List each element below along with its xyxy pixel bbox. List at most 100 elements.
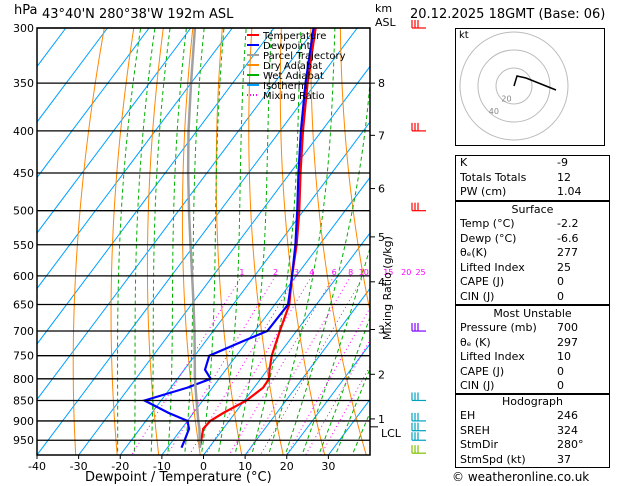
mixing-ratio-label: 15 bbox=[383, 268, 393, 277]
mu-row: Pressure (mb) 700 bbox=[460, 321, 578, 334]
x-tick-label: 10 bbox=[238, 460, 252, 473]
x-tick-label: 0 bbox=[200, 460, 207, 473]
hodo-ring bbox=[477, 49, 551, 123]
isotherm-line bbox=[244, 287, 370, 455]
dry-adiabat-line bbox=[215, 28, 243, 455]
index-value: -9 bbox=[557, 156, 568, 169]
legend-label: Dewpoint bbox=[263, 41, 311, 52]
pressure-tick-label: 650 bbox=[13, 299, 34, 312]
mixing-ratio-line bbox=[246, 275, 352, 455]
axes: 1 2 3 4 6 8 10 15 20 2530035040045050055060065070… bbox=[13, 22, 426, 473]
mixing-ratio-line bbox=[320, 365, 370, 455]
mixing-ratio-label: 10 bbox=[359, 268, 369, 277]
mixing-ratio-axis-label: Mixing Ratio (g/kg) bbox=[381, 236, 394, 340]
wet-adiabat-line bbox=[117, 28, 142, 455]
copyright-footer: © weatheronline.co.uk bbox=[452, 470, 590, 484]
mixing-ratio-label: 3 bbox=[294, 268, 299, 277]
index-row: Totals Totals 12 bbox=[456, 171, 609, 186]
wet-adiabat-line bbox=[133, 28, 156, 455]
mixing-ratio-line bbox=[228, 275, 335, 455]
datetime-title: 20.12.2025 18GMT (Base: 06) bbox=[410, 7, 606, 22]
legend-label: Temperature bbox=[262, 31, 326, 42]
legend-label: Isotherm bbox=[263, 81, 307, 92]
location-title: 43°40'N 280°38'W 192m ASL bbox=[42, 7, 234, 22]
mu-row: CIN (J) 0 bbox=[460, 379, 564, 392]
isotherm-line bbox=[119, 121, 370, 455]
index-row: PW (cm) 1.04 bbox=[456, 185, 609, 200]
isotherm-line bbox=[161, 176, 370, 455]
km-tick-label: 7 bbox=[378, 129, 385, 142]
km-unit: km bbox=[375, 2, 393, 15]
surface-table: Surface Temp (°C) -2.2 Dewp (°C) -6.6 θₑ(K… bbox=[455, 201, 610, 305]
dry-adiabat-line bbox=[72, 28, 105, 455]
hodograph-panel: kt bbox=[455, 28, 605, 146]
isotherm-line bbox=[203, 232, 370, 455]
km-tick-label: 1 bbox=[378, 413, 385, 426]
mixing-ratio-line bbox=[286, 306, 370, 455]
index-row: K -9 bbox=[456, 156, 609, 171]
x-tick-label: 30 bbox=[321, 460, 335, 473]
wind-barbs bbox=[411, 20, 426, 454]
index-label: Totals Totals bbox=[460, 170, 527, 184]
most-unstable-title: Most Unstable bbox=[493, 307, 572, 320]
isotherm-line bbox=[37, 28, 108, 123]
surface-row: Lifted Index 25 bbox=[460, 260, 571, 274]
x-tick-label: 20 bbox=[280, 460, 294, 473]
index-label: K bbox=[460, 156, 468, 169]
mixing-ratio-label: 8 bbox=[348, 268, 353, 277]
isotherm-line bbox=[37, 28, 192, 234]
mu-row: θₑ (K) 297 bbox=[460, 335, 578, 349]
mu-row: Lifted Index 10 bbox=[460, 350, 571, 363]
pressure-tick-label: 350 bbox=[13, 77, 34, 90]
dry-adiabat-line bbox=[146, 28, 164, 455]
km-tick-label: 5 bbox=[378, 231, 385, 244]
km-tick-label: 4 bbox=[378, 276, 385, 289]
hodo-row: SREH 324 bbox=[460, 423, 578, 437]
pressure-tick-label: 600 bbox=[13, 270, 34, 283]
pressure-tick-label: 450 bbox=[13, 167, 34, 180]
x-tick-label: -40 bbox=[28, 460, 46, 473]
surface-row: CIN (J) 0 bbox=[460, 289, 564, 303]
pressure-tick-label: 850 bbox=[13, 394, 34, 407]
isotherm-line bbox=[37, 28, 150, 179]
hodo-ring-label: 40 bbox=[489, 107, 499, 116]
index-label: PW (cm) bbox=[460, 185, 507, 198]
km-tick-label: 3 bbox=[378, 323, 385, 336]
km-tick-label: 6 bbox=[378, 183, 385, 196]
pressure-tick-label: 950 bbox=[13, 434, 34, 447]
hodo-row: StmDir 280° bbox=[460, 438, 584, 451]
isotherm-line bbox=[286, 343, 370, 455]
pressure-tick-label: 300 bbox=[13, 22, 34, 35]
hodo-row: StmSpd (kt) 37 bbox=[460, 452, 571, 466]
mixing-ratio-label: 2 bbox=[273, 268, 278, 277]
mixing-ratio-label: 1 bbox=[239, 268, 244, 277]
legend-label: Wet Adiabat bbox=[263, 71, 324, 82]
hodo-ring-label: 20 bbox=[501, 95, 511, 104]
pressure-unit: hPa bbox=[14, 3, 38, 18]
surface-row: θₑ(K) 277 bbox=[460, 246, 578, 259]
pressure-tick-label: 400 bbox=[13, 125, 34, 138]
mixing-ratio-label: 20 bbox=[401, 268, 411, 277]
isotherm-line bbox=[37, 28, 275, 345]
mixing-ratio-label: 25 bbox=[415, 268, 425, 277]
legend-label: Parcel Trajectory bbox=[263, 51, 346, 62]
index-value: 12 bbox=[557, 170, 571, 184]
hodo-trace bbox=[513, 75, 557, 91]
index-value: 1.04 bbox=[557, 185, 582, 198]
x-tick-label: -30 bbox=[70, 460, 88, 473]
x-axis-label: Dewpoint / Temperature (°C) bbox=[85, 470, 272, 485]
most-unstable-table: Most Unstable Pressure (mb) 700 θₑ (K) 297… bbox=[455, 305, 610, 395]
wet-adiabat-line bbox=[200, 28, 225, 455]
surface-title: Surface bbox=[511, 203, 554, 216]
hodo-ring bbox=[459, 31, 569, 141]
pressure-tick-label: 750 bbox=[13, 350, 34, 363]
mixing-ratio-label: 4 bbox=[309, 268, 314, 277]
hodo-ring bbox=[495, 67, 533, 105]
hodograph-table: Hodograph EH 246 SREH 324 StmDir 280° StmSp… bbox=[455, 393, 610, 468]
km-tick-label: 8 bbox=[378, 77, 385, 90]
pressure-tick-label: 900 bbox=[13, 415, 34, 428]
legend-label: Dry Adiabat bbox=[263, 61, 322, 72]
